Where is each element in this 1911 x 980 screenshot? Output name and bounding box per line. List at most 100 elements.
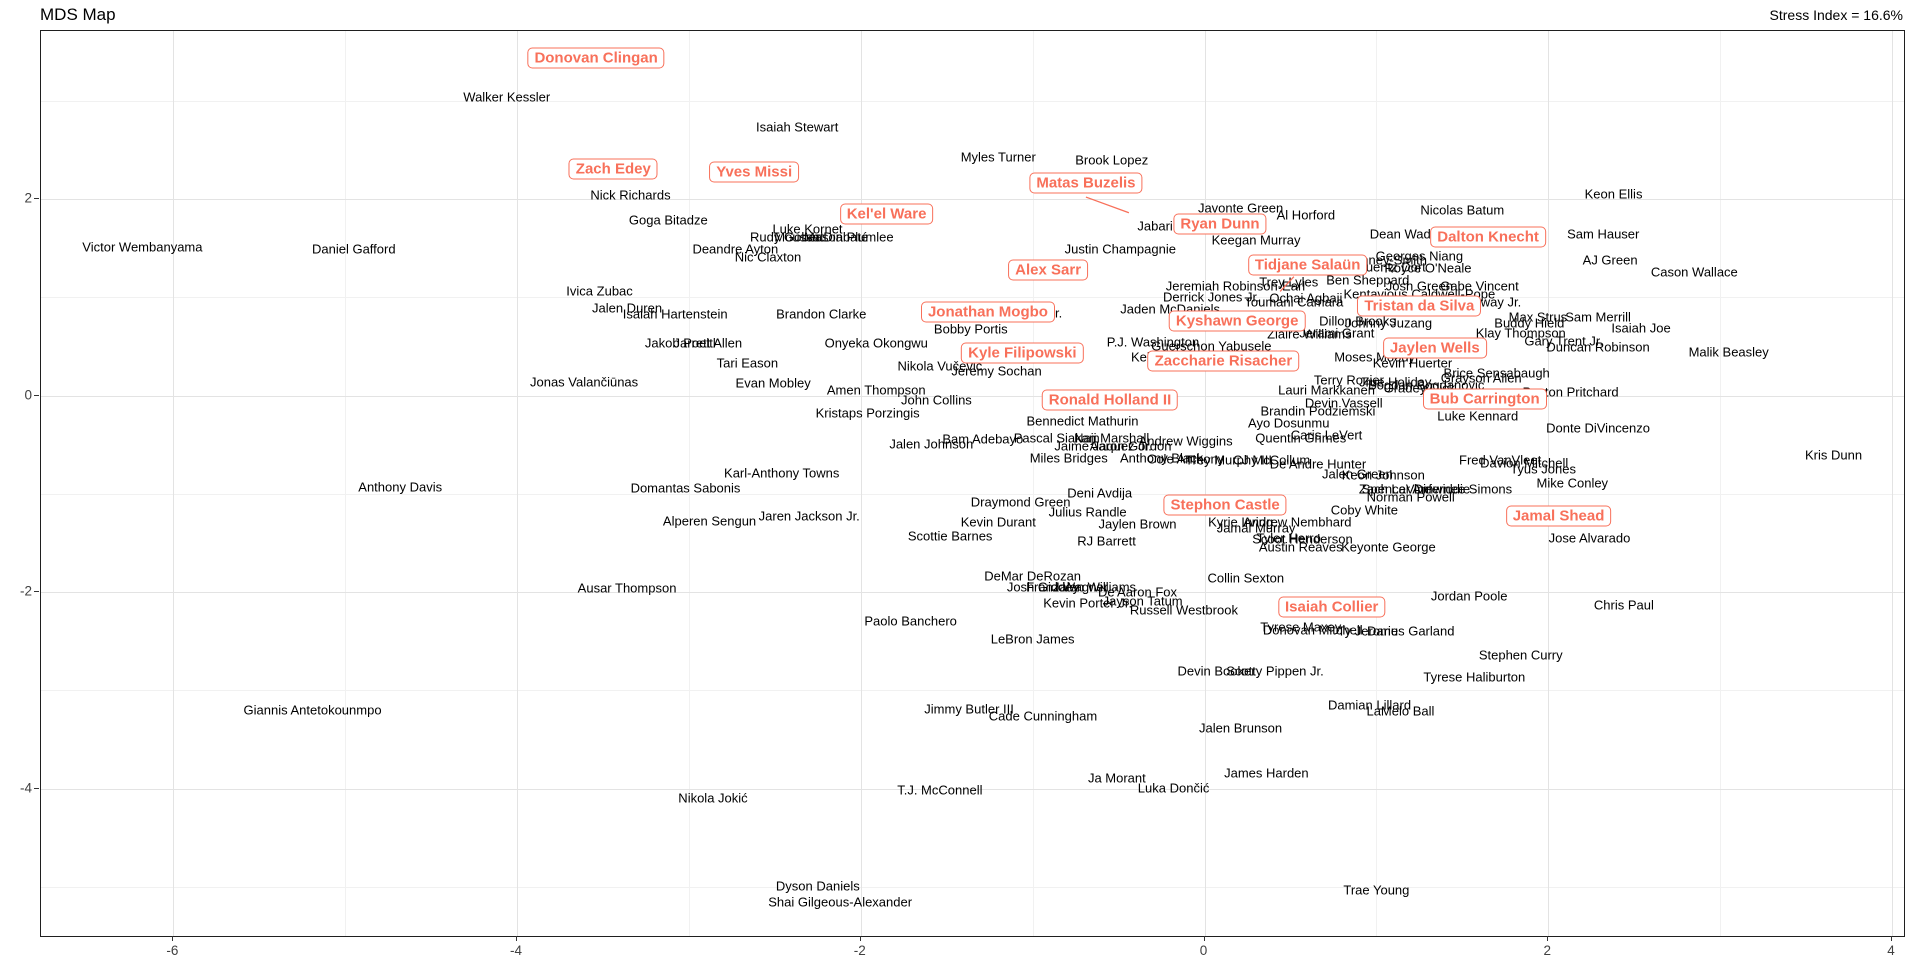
player-label: Keon Ellis	[1584, 186, 1643, 202]
player-label: Jerami Grant	[1299, 325, 1375, 341]
player-label: Tyler Herro	[1256, 530, 1321, 546]
player-label: Kevin Durant	[960, 514, 1036, 530]
player-label: Keon Johnson	[1341, 467, 1425, 483]
page-title: MDS Map	[40, 5, 116, 24]
player-label: Bobby Portis	[933, 321, 1008, 337]
player-label: Donovan Mitchell	[1262, 622, 1363, 638]
player-label: Sam Merrill	[1565, 309, 1631, 325]
player-label: Tyus Jones	[1510, 461, 1576, 477]
player-label: Deandre Ayton	[692, 241, 779, 257]
player-label: Justin Champagnie	[1064, 241, 1176, 257]
player-label: Spencer Dinwiddie	[1361, 481, 1471, 497]
player-label: Mike Conley	[1536, 475, 1609, 491]
player-label: Deni Avdija	[1067, 485, 1133, 501]
player-label: Lauri Markkanen	[1278, 382, 1375, 398]
player-label: Quentin Grimes	[1255, 430, 1347, 446]
player-label: Luka Dončić	[1137, 780, 1210, 796]
player-label: Russell Westbrook	[1129, 602, 1238, 618]
player-label: Cason Wallace	[1650, 264, 1738, 280]
player-label: Nick Richards	[590, 187, 671, 203]
player-label: Julius Randle	[1048, 504, 1127, 520]
player-label: Jamal Murray	[1216, 520, 1296, 536]
player-label: Moussa Diabaté	[774, 229, 869, 245]
player-label: Goga Bitadze	[628, 212, 708, 228]
player-label: Gabe Vincent	[1440, 278, 1519, 293]
player-label: Ayo Dosunmu	[1248, 415, 1330, 431]
player-label: P.J. Washington	[1106, 334, 1200, 349]
rookie-label: Jamal Shead	[1505, 505, 1612, 527]
player-label: De'Andre Hunter	[1269, 456, 1367, 472]
player-label: Anfernee Simons	[1412, 481, 1513, 497]
player-label: Josh Giddey	[1006, 579, 1080, 595]
player-label: Brandon Clarke	[776, 306, 867, 322]
player-label: Nic Claxton	[734, 249, 802, 265]
player-label: Nikola Jokić	[678, 790, 748, 806]
player-label: Norman Powell	[1366, 489, 1455, 505]
player-label: Malik Beasley	[1688, 344, 1769, 360]
player-label: Kristaps Porzingis	[815, 405, 920, 421]
player-label: Kevin Huerter	[1372, 355, 1453, 371]
player-label: Ben Sheppard	[1326, 272, 1410, 288]
player-label: Jarrett Allen	[673, 335, 743, 351]
y-axis-tick-label: 0	[24, 387, 32, 403]
player-label: Kyrie Irving	[1208, 514, 1274, 530]
player-label: Paolo Banchero	[864, 613, 957, 629]
player-label: Draymond Green	[970, 494, 1071, 510]
y-axis-tick-mark	[34, 591, 39, 593]
player-label: Devin Booker	[1177, 663, 1256, 679]
player-label: Jeremiah Robinson-Earl	[1165, 278, 1306, 294]
x-axis-tick-label: -2	[853, 943, 866, 958]
player-label: Naji Marshall	[1074, 430, 1150, 446]
player-label: Evan Mobley	[735, 375, 811, 391]
rookie-label: Tristan da Silva	[1357, 295, 1482, 317]
mds-scatter-panel: Walker Kessler Isaiah Stewart Myles Turner…	[40, 30, 1905, 937]
player-label: Ja Morant	[1087, 770, 1146, 786]
player-label: Dyson Daniels	[775, 878, 860, 894]
player-label: Isaiah Stewart	[756, 119, 839, 135]
x-axis-tick-mark	[1203, 936, 1205, 941]
y-axis-tick-label: 2	[24, 190, 32, 206]
rookie-label: Jaylen Wells	[1382, 337, 1487, 359]
player-label: Johnny Juzang	[1344, 315, 1433, 331]
player-label: Buddy Hield	[1494, 315, 1565, 331]
rookie-label: Stephon Castle	[1163, 494, 1287, 516]
player-label: Miles Bridges	[1029, 450, 1108, 466]
player-label: Jonas Valančiūnas	[529, 374, 639, 390]
rookie-label: Alex Sarr	[1008, 259, 1089, 281]
player-label: Fred VanVleet	[1459, 452, 1542, 468]
player-label: Myles Turner	[960, 149, 1036, 165]
y-axis-tick-mark	[34, 198, 39, 200]
player-label: Keyonte George	[1341, 539, 1436, 555]
player-label: Jeremy Sochan	[951, 363, 1042, 379]
rookie-label: Ryan Dunn	[1173, 213, 1267, 235]
player-label: LaMelo Ball	[1366, 703, 1435, 719]
rookie-label: Kyle Filipowski	[961, 342, 1084, 364]
player-label: Kris Dunn	[1804, 447, 1863, 463]
player-label: Andrew Nembhard	[1243, 514, 1352, 530]
rookie-label: Zach Edey	[568, 158, 658, 180]
player-label: Luke Kennard	[1437, 408, 1519, 424]
player-label: Kevin Porter Jr.	[1043, 595, 1133, 611]
x-axis-tick-label: 2	[1543, 943, 1551, 958]
player-label: Giannis Antetokounmpo	[243, 702, 382, 718]
player-label: Chris Paul	[1593, 597, 1654, 613]
player-label: Scoot Henderson	[1252, 531, 1353, 547]
stress-index-label: Stress Index = 16.6%	[1769, 7, 1903, 23]
y-axis-tick-label: -4	[19, 780, 32, 796]
y-axis-tick-mark	[34, 394, 39, 396]
rookie-label: Isaiah Collier	[1278, 596, 1386, 618]
player-label: Jayson Tatum	[1102, 593, 1183, 609]
player-label: Grayson Allen	[1440, 370, 1522, 386]
player-label: RJ Barrett	[1077, 533, 1136, 549]
player-label: Bam Adebayo	[942, 431, 1024, 447]
player-label: Victor Wembanyama	[82, 239, 203, 255]
player-label: Jalen Green	[1322, 466, 1393, 482]
player-label: Ivica Zubac	[566, 283, 633, 299]
player-label: Caris LeVert	[1290, 427, 1363, 443]
player-label: Isaiah Hartenstein	[622, 306, 728, 322]
x-axis-tick-label: -6	[166, 943, 179, 958]
player-label: Josh Green	[1385, 278, 1453, 293]
rookie-label: Yves Missi	[709, 161, 800, 183]
player-label: Austin Reaves	[1258, 539, 1343, 555]
